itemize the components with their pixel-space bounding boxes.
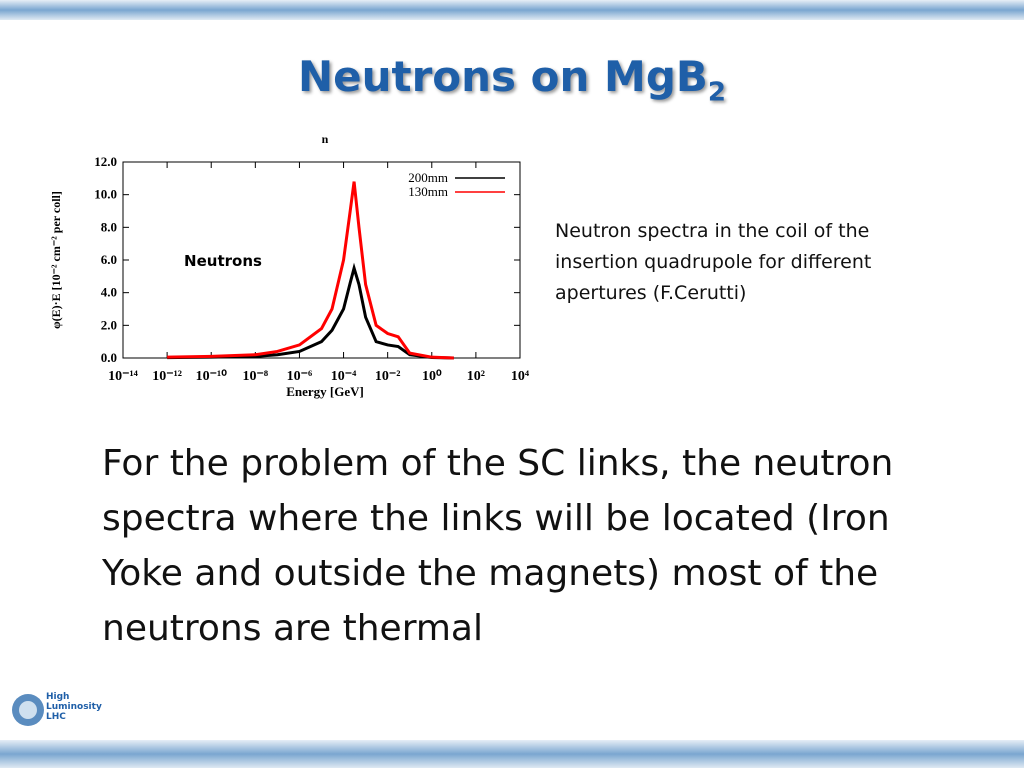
y-axis-label: φ(E)·E [10⁻² cm⁻² per coll] bbox=[49, 191, 63, 329]
chart-title: n bbox=[322, 132, 329, 146]
logo-icon bbox=[19, 701, 37, 719]
slide-title: Neutrons on MgB2 bbox=[0, 52, 1024, 107]
title-subscript: 2 bbox=[707, 77, 727, 108]
x-tick-label: 10⁻⁸ bbox=[243, 369, 269, 384]
y-tick-label: 4.0 bbox=[101, 285, 117, 300]
caption: Neutron spectra in the coil of the inser… bbox=[555, 220, 872, 304]
x-tick-label: 10² bbox=[467, 369, 485, 384]
x-tick-label: 10⁻¹⁰ bbox=[196, 369, 228, 384]
legend-label: 200mm bbox=[408, 170, 448, 185]
y-tick-label: 2.0 bbox=[101, 317, 117, 332]
y-tick-label: 10.0 bbox=[94, 187, 117, 202]
y-tick-label: 6.0 bbox=[101, 252, 117, 267]
y-tick-label: 8.0 bbox=[101, 219, 117, 234]
logo: High Luminosity LHC bbox=[46, 692, 102, 722]
y-tick-label: 0.0 bbox=[101, 350, 117, 365]
bottom-band bbox=[0, 740, 1024, 768]
body-text: For the problem of the SC links, the neu… bbox=[102, 443, 894, 649]
legend-label: 130mm bbox=[408, 184, 448, 199]
series-line bbox=[167, 262, 454, 360]
x-axis-label: Energy [GeV] bbox=[286, 384, 364, 399]
logo-text: Luminosity bbox=[46, 702, 102, 712]
logo-text: LHC bbox=[46, 712, 66, 722]
series-line bbox=[167, 181, 454, 360]
logo-text: High bbox=[46, 692, 70, 702]
x-tick-label: 10⁻⁶ bbox=[287, 369, 313, 384]
x-tick-label: 10⁻⁴ bbox=[331, 369, 357, 384]
y-tick-label: 12.0 bbox=[94, 154, 117, 169]
x-tick-label: 10⁻² bbox=[375, 369, 401, 384]
x-tick-label: 10⁰ bbox=[422, 369, 442, 384]
top-band bbox=[0, 0, 1024, 20]
title-text: Neutrons on MgB bbox=[297, 52, 708, 101]
x-tick-label: 10⁻¹⁴ bbox=[108, 369, 139, 384]
annotation: Neutrons bbox=[184, 252, 262, 270]
x-tick-label: 10⁻¹² bbox=[152, 369, 182, 384]
x-tick-label: 10⁴ bbox=[511, 369, 530, 384]
